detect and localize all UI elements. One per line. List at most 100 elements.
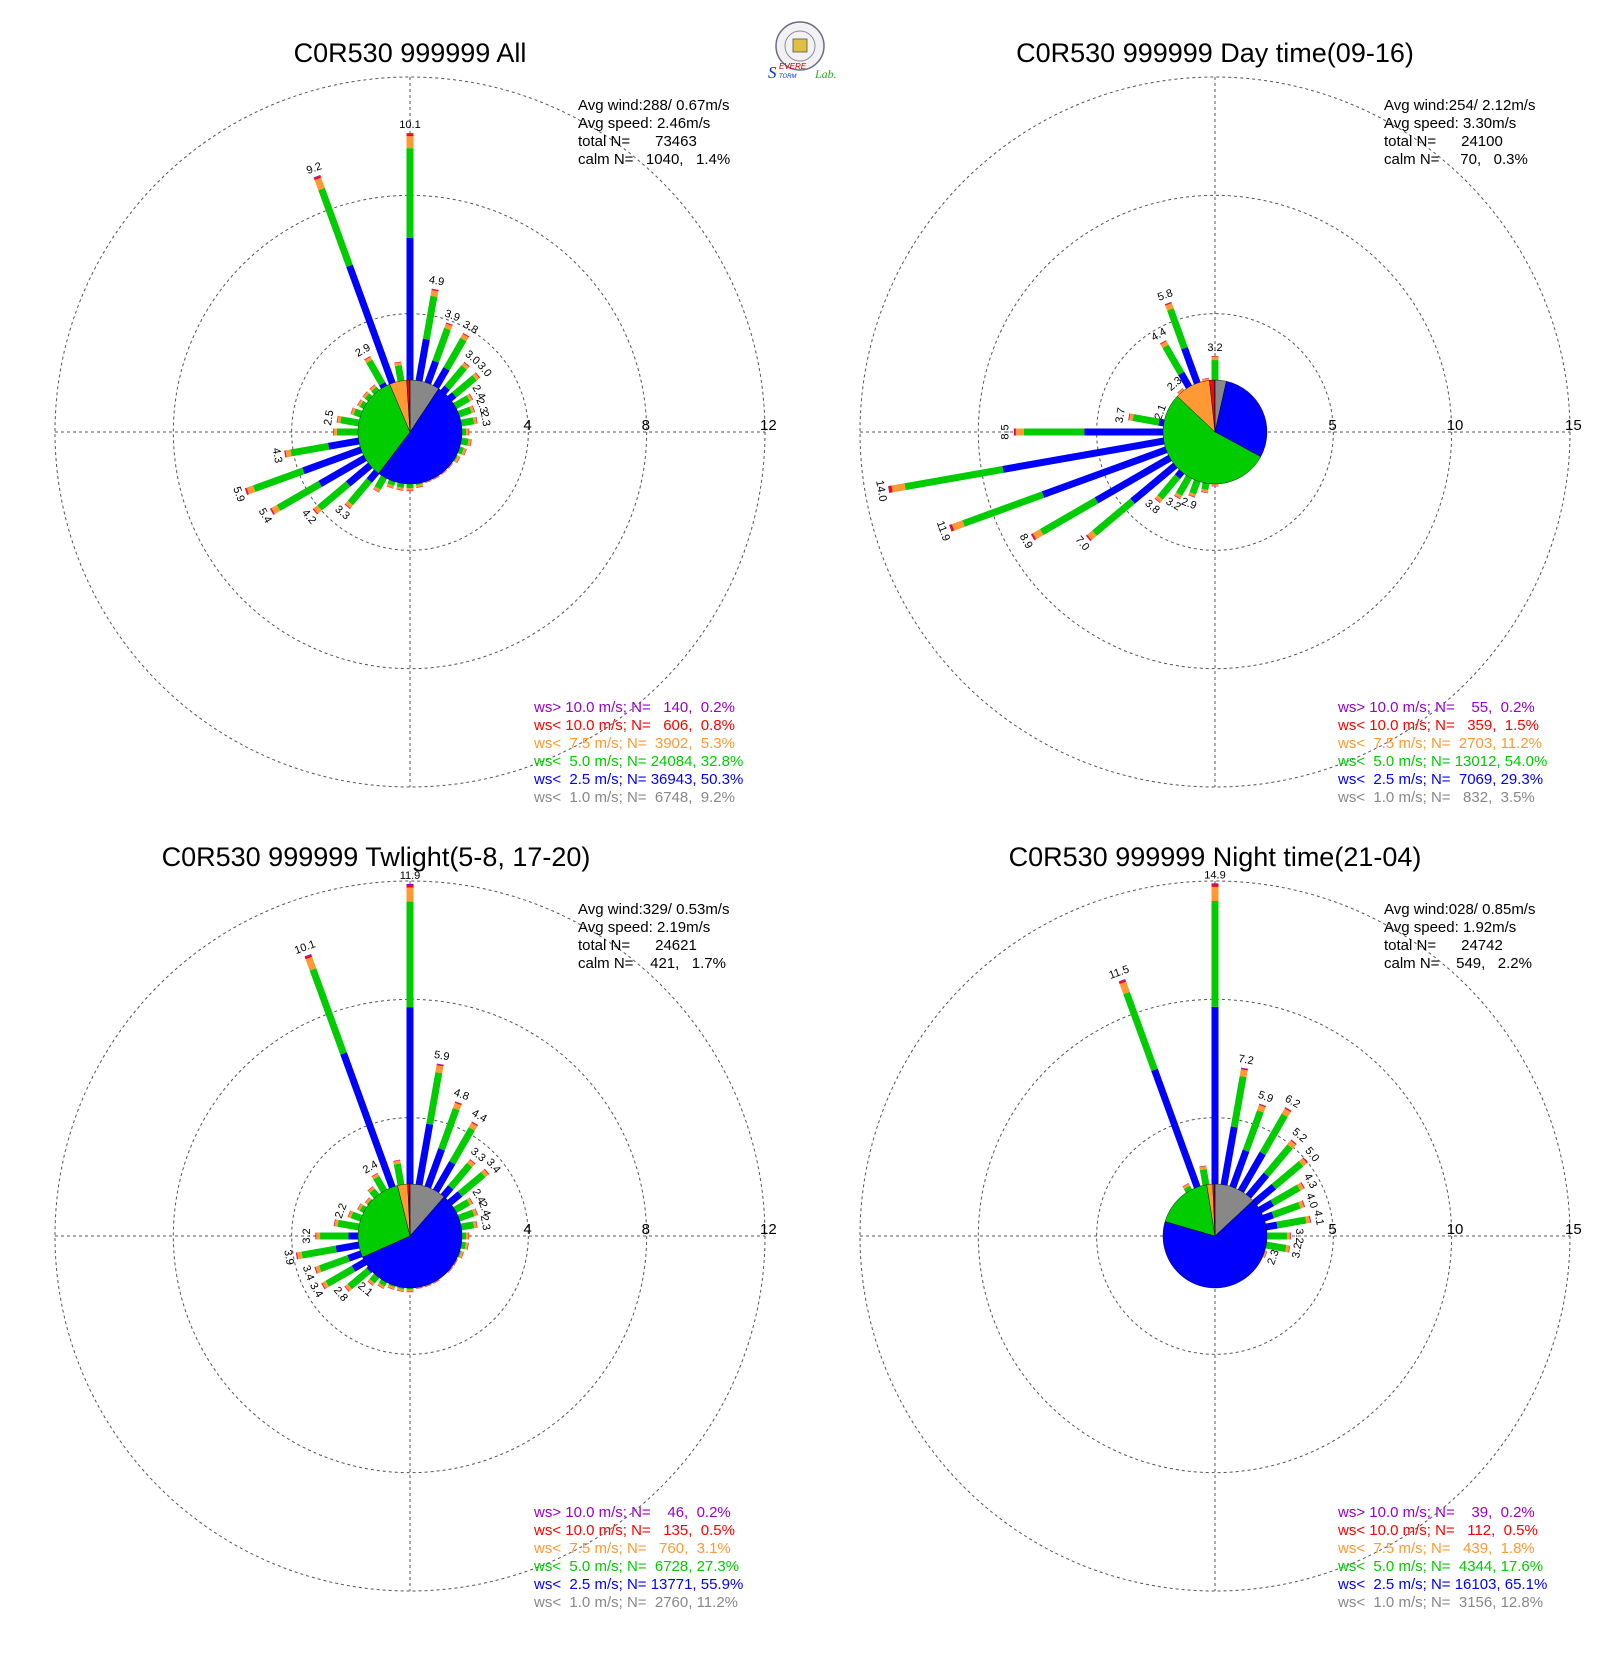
bar-segment-lt10 [1182,1183,1189,1188]
bar-segment-lt10 [315,1232,317,1240]
bar-label: 14.9 [1204,869,1225,881]
bar-segment-lt75 [393,1160,401,1165]
bar-segment-lt75 [1160,340,1169,349]
bar-segment-gt10 [1302,1200,1306,1208]
bar-label: 5.9 [230,485,247,503]
bar-segment-lt75 [406,136,414,149]
bar-segment-lt10 [1128,413,1131,421]
bar-segment-lt10 [469,1197,474,1204]
bar-segment-lt75 [333,428,337,436]
ring-1 [291,1117,529,1355]
bar-segment-lt10 [1177,388,1184,393]
bar-segment-lt10 [394,361,402,364]
bar-segment-gt10 [367,1281,373,1286]
calm-pie-slice-lt25 [362,1196,463,1289]
bar-segment-lt5 [422,295,438,340]
ring-label: 10 [1447,417,1464,434]
bar-segment-lt5 [1132,414,1160,426]
bar-segment-lt75 [460,333,469,342]
bar-segment-gt10 [364,1197,370,1203]
bar-segment-gt10 [1128,413,1130,421]
bar-segment-lt5 [325,1265,356,1287]
bar-segment-lt5 [1175,472,1194,497]
bar-segment-lt75 [296,1251,303,1260]
ring-3 [54,880,766,1592]
bar-segment-gt10 [362,391,368,397]
bar-segment-gt10 [394,361,402,363]
legend-entry-lt75: ws< 7.5 m/s; N= 3902, 5.3% [533,735,735,752]
bar-segment-lt75 [1211,357,1219,361]
bar-segment-lt10 [350,407,354,415]
bar-segment-gt10 [464,361,470,367]
bar-segment-gt10 [464,448,467,456]
bar-segment-lt5 [309,968,347,1055]
info-line-2: Avg speed: 3.30m/s [1384,115,1516,132]
bar-segment-lt10 [1086,534,1092,541]
bar-segment-lt10 [393,1159,401,1162]
bar-segment-gt10 [484,1168,490,1175]
bar-segment-lt10 [1300,1182,1305,1189]
bar-segment-gt10 [1264,1251,1268,1258]
bar-segment-lt75 [466,428,469,436]
bar-segment-gt10 [1259,1103,1267,1107]
bar-segment-lt5 [337,1219,362,1231]
ring-label: 12 [760,417,777,434]
bar-label: 5.8 [1156,287,1174,304]
bar-segment-lt10 [1188,494,1196,498]
bar-segment-lt10 [333,1219,336,1227]
bar-segment-lt10 [387,1287,395,1290]
calm-pie-slice-lt25 [378,388,463,485]
windrose-panel-3: 4 8 1211.95.94.84.43.33.42.42.42.32.12.83.… [54,842,777,1611]
bar-segment-gt10 [369,384,375,390]
bar-segment-lt75 [271,504,281,515]
calm-pie-slice-lt5 [1164,1184,1216,1237]
bar-segment-lt5 [449,1127,475,1165]
bar-segment-lt10 [1031,533,1037,541]
bar-segment-lt10 [1118,979,1127,985]
bar-segment-gt10 [313,175,321,179]
logo-word-evere: EVERE [779,62,807,71]
bar-segment-lt75 [315,1265,322,1274]
bar-segment-lt75 [1296,1182,1305,1191]
bar-segment-lt5 [426,1072,443,1125]
bar-segment-gt10 [1013,428,1015,436]
bar-segment-lt10 [1302,1157,1308,1164]
bar-segment-lt75 [351,407,356,416]
logo-word-lab: Lab. [814,67,837,81]
bar-segment-gt10 [469,1197,474,1204]
legend-entry-lt75: ws< 7.5 m/s; N= 760, 3.1% [533,1540,731,1557]
bar-label: 5.9 [1256,1089,1274,1106]
bar-segment-lt75 [1087,530,1097,541]
legend-entry-lt1: ws< 1.0 m/s; N= 6748, 9.2% [533,789,735,806]
bar-segment-lt5 [1157,474,1181,500]
bar-segment-lt75 [337,415,342,424]
bar-label: 11.9 [400,870,421,882]
ring-2 [977,194,1453,670]
bar-segment-lt10 [367,1280,374,1286]
bar-segment-lt75 [473,1220,477,1229]
bar-segment-gt10 [350,407,353,415]
bar-segment-lt10 [396,1290,404,1292]
bar-segment-gt10 [469,1158,476,1164]
bar-label: 4.0 [1303,1192,1320,1210]
bar-segment-lt10 [357,1203,362,1210]
bar-segment-gt10 [433,1280,440,1284]
bar-label: 2.9 [1180,496,1198,513]
bar-segment-gt10 [416,486,424,488]
bar-segment-lt5 [962,491,1045,527]
bar-segment-gt10 [336,415,338,423]
ring-label: 5 [1328,1221,1336,1238]
bar-label: 3.7 [1114,407,1128,424]
bar-segment-gt10 [1159,340,1167,344]
bar-segment-lt10 [362,391,368,398]
bar-segment-gt10 [448,1267,454,1273]
bar-segment-lt75 [367,1278,375,1286]
ring-label: 12 [760,1221,777,1238]
bar-segment-lt75 [1032,529,1044,540]
bar-segment-lt75 [1305,1215,1311,1224]
bar-segment-lt10 [1174,495,1181,500]
bar-segment-lt10 [463,448,467,456]
legend-entry-lt10: ws< 10.0 m/s; N= 135, 0.5% [533,1522,735,1539]
bar-segment-gt10 [456,456,461,464]
bar-segment-gt10 [1118,979,1126,983]
